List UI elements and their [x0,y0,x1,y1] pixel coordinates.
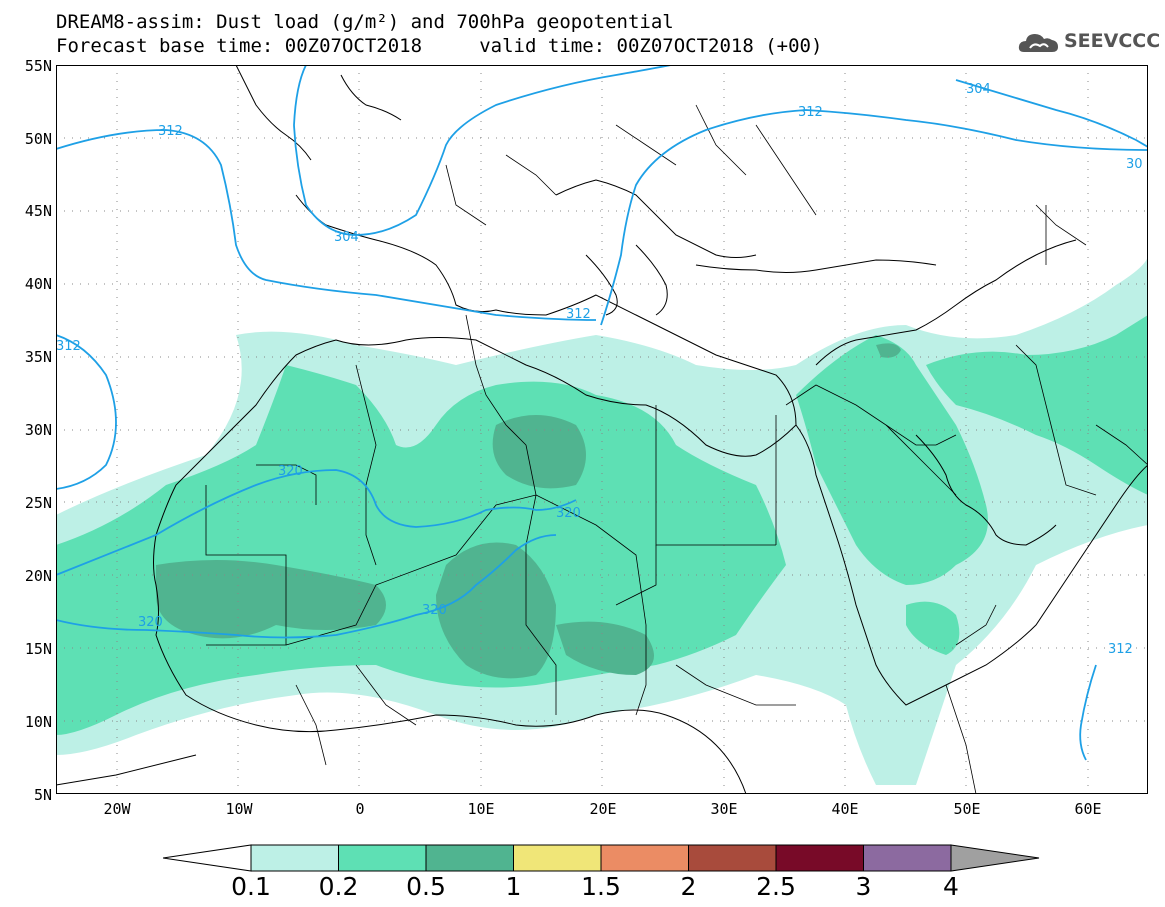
lat-label-25n: 25N [24,494,52,512]
lon-label-40e: 40E [831,800,859,818]
contour-label: 312 [1108,642,1133,657]
contour-label: 320 [138,615,163,630]
colorbar-swatch [338,844,427,872]
colorbar-swatch [425,844,514,872]
colorbar-label: 3 [855,872,872,901]
lon-label-10w: 10W [225,800,253,818]
geopotential-contours [56,65,1148,761]
lon-label-50e: 50E [953,800,981,818]
contour-label: 320 [422,603,447,618]
coastlines [56,65,1148,794]
contour-label: 312 [798,105,823,120]
map-title: DREAM8-assim: Dust load (g/m²) and 700hP… [56,11,674,33]
lat-label-55n: 55N [24,57,52,75]
lat-label-10n: 10N [24,713,52,731]
lon-label-60e: 60E [1074,800,1102,818]
logo-text: SEEVCCC [1064,30,1161,52]
colorbar-label: 2.5 [756,872,796,901]
forecast-time-subtitle: Forecast base time: 00Z07OCT2018 valid t… [56,35,823,57]
lat-label-15n: 15N [24,640,52,658]
colorbar-swatch [863,844,952,872]
colorbar-swatch [513,844,602,872]
country-borders [205,104,1148,794]
lon-label-20w: 20W [103,800,131,818]
lon-label-0: 0 [355,800,365,818]
lon-label-30e: 30E [710,800,738,818]
contour-label: 30 [1126,157,1143,172]
colorbar-min-arrow [163,844,252,872]
colorbar-label: 0.1 [231,872,271,901]
contour-label: 312 [158,124,183,139]
contour-label: 320 [556,506,581,521]
lat-label-40n: 40N [24,275,52,293]
contour-label: 304 [334,230,359,245]
lat-label-35n: 35N [24,348,52,366]
contour-label: 312 [56,339,81,354]
lat-label-45n: 45N [24,202,52,220]
lat-label-20n: 20N [24,567,52,585]
dust-field-dense [156,343,901,679]
colorbar-label: 1 [505,872,522,901]
colorbar-label: 1.5 [581,872,621,901]
colorbar [163,844,1040,872]
colorbar-swatch [688,844,777,872]
contour-label: 320 [278,464,303,479]
lon-label-10e: 10E [467,800,495,818]
colorbar-label: 4 [943,872,959,901]
lat-label-30n: 30N [24,421,52,439]
colorbar-swatch [775,844,864,872]
lat-label-50n: 50N [24,130,52,148]
lon-label-20e: 20E [589,800,617,818]
colorbar-swatch [250,844,339,872]
colorbar-label: 0.5 [406,872,446,901]
colorbar-label: 2 [680,872,697,901]
dust-load-map: 312 304 312 312 320 320 320 320 312 304 … [56,65,1148,794]
colorbar-swatch [600,844,689,872]
contour-label: 312 [566,307,591,322]
contour-label: 304 [966,82,991,97]
colorbar-max-arrow [950,844,1040,872]
lat-label-5n: 5N [33,786,52,804]
seevccc-cloud-logo-icon [1018,34,1058,52]
colorbar-label: 0.2 [318,872,359,901]
